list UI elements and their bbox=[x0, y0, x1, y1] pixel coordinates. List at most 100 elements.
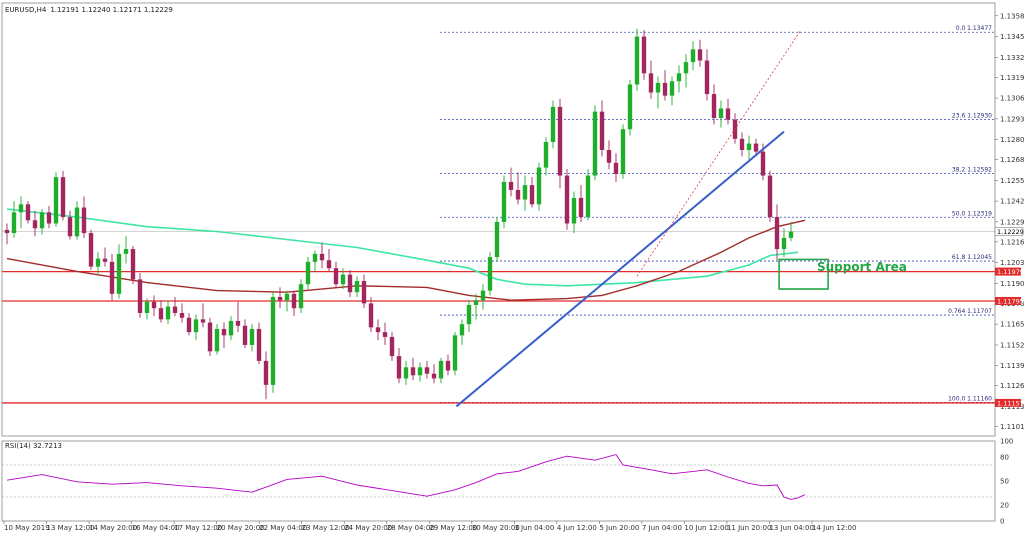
candle-body[interactable] bbox=[53, 177, 59, 224]
candle-body[interactable] bbox=[228, 320, 234, 336]
candle-body[interactable] bbox=[711, 94, 717, 119]
candle-body[interactable] bbox=[529, 185, 535, 205]
candle-body[interactable] bbox=[109, 261, 115, 294]
candle-body[interactable] bbox=[249, 328, 255, 345]
candle-body[interactable] bbox=[459, 324, 465, 336]
candle-body[interactable] bbox=[466, 304, 472, 325]
candle-body[interactable] bbox=[326, 260, 332, 269]
candle-body[interactable] bbox=[557, 106, 563, 176]
candle-body[interactable] bbox=[410, 367, 416, 376]
candle-body[interactable] bbox=[158, 308, 164, 320]
candle-body[interactable] bbox=[95, 258, 101, 267]
candle-body[interactable] bbox=[102, 258, 108, 262]
candle-body[interactable] bbox=[627, 84, 633, 130]
candle-body[interactable] bbox=[298, 284, 304, 309]
candle-body[interactable] bbox=[60, 177, 66, 218]
candle-body[interactable] bbox=[613, 162, 619, 174]
candle-body[interactable] bbox=[571, 197, 577, 224]
candle-body[interactable] bbox=[88, 233, 94, 267]
candle-body[interactable] bbox=[508, 181, 514, 190]
candle-body[interactable] bbox=[494, 221, 500, 258]
candle-body[interactable] bbox=[165, 306, 171, 320]
candle-body[interactable] bbox=[592, 111, 598, 176]
candle-body[interactable] bbox=[277, 296, 283, 301]
candle-body[interactable] bbox=[445, 360, 451, 371]
candle-body[interactable] bbox=[312, 253, 318, 262]
candle-body[interactable] bbox=[242, 325, 248, 345]
candle-body[interactable] bbox=[74, 207, 80, 237]
candle-body[interactable] bbox=[564, 175, 570, 224]
candle-body[interactable] bbox=[46, 212, 52, 224]
candle-body[interactable] bbox=[284, 293, 290, 301]
candle-body[interactable] bbox=[130, 249, 136, 280]
candle-body[interactable] bbox=[340, 274, 346, 285]
candle-body[interactable] bbox=[172, 306, 178, 313]
candle-body[interactable] bbox=[788, 231, 794, 238]
candle-body[interactable] bbox=[235, 320, 241, 326]
candle-body[interactable] bbox=[536, 167, 542, 205]
candle-body[interactable] bbox=[81, 207, 87, 234]
candle-body[interactable] bbox=[382, 332, 388, 337]
candle-body[interactable] bbox=[291, 293, 297, 309]
candle-body[interactable] bbox=[123, 249, 129, 254]
candle-body[interactable] bbox=[25, 204, 31, 221]
candle-body[interactable] bbox=[697, 49, 703, 61]
candle-body[interactable] bbox=[67, 217, 73, 237]
candle-body[interactable] bbox=[354, 281, 360, 293]
candle-body[interactable] bbox=[389, 336, 395, 357]
candle-body[interactable] bbox=[179, 312, 185, 318]
candle-body[interactable] bbox=[116, 253, 122, 294]
candle-body[interactable] bbox=[438, 360, 444, 379]
trendline[interactable] bbox=[455, 130, 785, 408]
candle-body[interactable] bbox=[305, 261, 311, 285]
candle-body[interactable] bbox=[39, 212, 45, 229]
candle-body[interactable] bbox=[207, 322, 213, 352]
candle-body[interactable] bbox=[375, 327, 381, 333]
candle-body[interactable] bbox=[746, 143, 752, 150]
candle-body[interactable] bbox=[487, 257, 493, 291]
candle-body[interactable] bbox=[18, 204, 24, 213]
candle-body[interactable] bbox=[522, 185, 528, 200]
candle-body[interactable] bbox=[424, 367, 430, 374]
candle-body[interactable] bbox=[606, 149, 612, 163]
candle-body[interactable] bbox=[760, 151, 766, 176]
candle-body[interactable] bbox=[137, 279, 143, 313]
candle-body[interactable] bbox=[403, 367, 409, 379]
candle-body[interactable] bbox=[774, 217, 780, 250]
candle-body[interactable] bbox=[620, 129, 626, 174]
candle-body[interactable] bbox=[200, 319, 206, 323]
candle-body[interactable] bbox=[333, 268, 339, 285]
candle-body[interactable] bbox=[683, 62, 689, 74]
candle-body[interactable] bbox=[347, 274, 353, 293]
candle-body[interactable] bbox=[270, 296, 276, 385]
candle-body[interactable] bbox=[550, 106, 556, 143]
candle-body[interactable] bbox=[739, 138, 745, 150]
candle-body[interactable] bbox=[753, 143, 759, 152]
candle-body[interactable] bbox=[221, 328, 227, 336]
candle-body[interactable] bbox=[515, 189, 521, 200]
candle-body[interactable] bbox=[585, 175, 591, 218]
candle-body[interactable] bbox=[578, 197, 584, 218]
candle-body[interactable] bbox=[501, 181, 507, 222]
candle-body[interactable] bbox=[256, 328, 262, 361]
candle-body[interactable] bbox=[704, 60, 710, 95]
candle-body[interactable] bbox=[473, 300, 479, 305]
candle-body[interactable] bbox=[676, 73, 682, 82]
candle-body[interactable] bbox=[690, 49, 696, 63]
candle-body[interactable] bbox=[480, 290, 486, 301]
candle-body[interactable] bbox=[662, 82, 668, 96]
candle-body[interactable] bbox=[4, 229, 10, 234]
main-pane[interactable]: 0.0 1.13477 23.6 1.12930 38.2 1.12592 50.0 … bbox=[2, 25, 995, 408]
candle-body[interactable] bbox=[417, 367, 423, 376]
candle-body[interactable] bbox=[32, 220, 38, 229]
candle-body[interactable] bbox=[11, 212, 17, 234]
candle-body[interactable] bbox=[648, 73, 654, 93]
candle-body[interactable] bbox=[431, 373, 437, 379]
candle-body[interactable] bbox=[151, 301, 157, 309]
candle-body[interactable] bbox=[718, 108, 724, 119]
candle-body[interactable] bbox=[669, 81, 675, 96]
candle-body[interactable] bbox=[319, 253, 325, 261]
candle-body[interactable] bbox=[452, 335, 458, 371]
rsi-pane[interactable] bbox=[2, 454, 995, 500]
